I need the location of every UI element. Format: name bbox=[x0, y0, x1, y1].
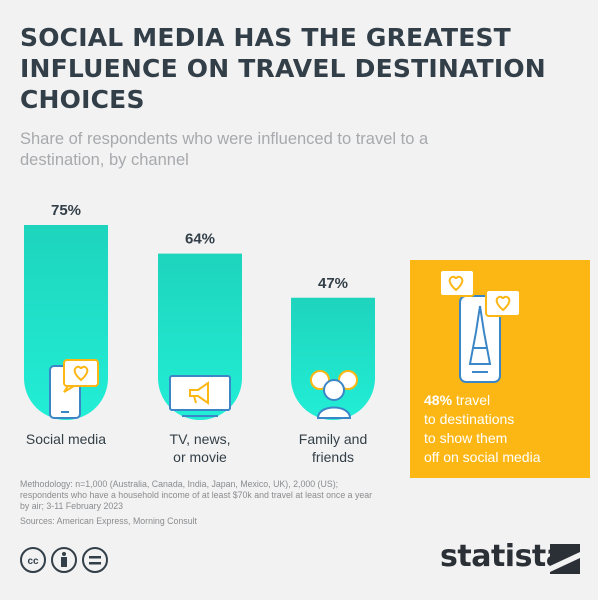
statista-logo-text[interactable]: statista bbox=[440, 539, 566, 574]
category-label-2: TV, news, bbox=[170, 431, 231, 447]
callout-line4: off on social media bbox=[424, 449, 541, 465]
social-media-callout: 48% travel to destinations to show them … bbox=[410, 260, 590, 478]
statista-logo-icon[interactable] bbox=[550, 544, 580, 574]
value-label-1: 75% bbox=[51, 202, 81, 219]
bar-3 bbox=[291, 297, 375, 420]
sources-note: Sources: American Express, Morning Consu… bbox=[20, 516, 197, 526]
page-subtitle: Share of respondents who were influenced… bbox=[20, 130, 429, 169]
category-label-2: or movie bbox=[173, 449, 227, 465]
callout-text: 48% travel to destinations to show them … bbox=[424, 391, 584, 467]
no-derivatives-icon[interactable] bbox=[82, 547, 108, 573]
license-icons: cc bbox=[20, 547, 108, 573]
callout-line1: travel bbox=[455, 392, 491, 408]
smartphone-heart-icon bbox=[49, 359, 99, 419]
page-title: SOCIAL MEDIA HAS THE GREATEST INFLUENCE … bbox=[20, 23, 546, 114]
methodology-note: Methodology: n=1,000 (Australia, Canada,… bbox=[20, 479, 373, 511]
tv-megaphone-icon bbox=[169, 375, 231, 417]
svg-text:cc: cc bbox=[27, 556, 39, 567]
category-label-1: Social media bbox=[26, 431, 106, 447]
category-label-3: Family and bbox=[299, 431, 367, 447]
value-label-2: 64% bbox=[185, 231, 215, 248]
category-label-3: friends bbox=[312, 449, 354, 465]
callout-line2: to destinations bbox=[424, 411, 515, 427]
phone-eiffel-tower-icon bbox=[439, 269, 521, 383]
attribution-icon[interactable] bbox=[51, 547, 77, 573]
callout-highlight: 48% bbox=[424, 392, 453, 408]
callout-line3: to show them bbox=[424, 430, 508, 446]
cc-icon[interactable]: cc bbox=[20, 547, 46, 573]
family-heart-icon bbox=[310, 370, 358, 419]
value-label-3: 47% bbox=[318, 275, 348, 292]
